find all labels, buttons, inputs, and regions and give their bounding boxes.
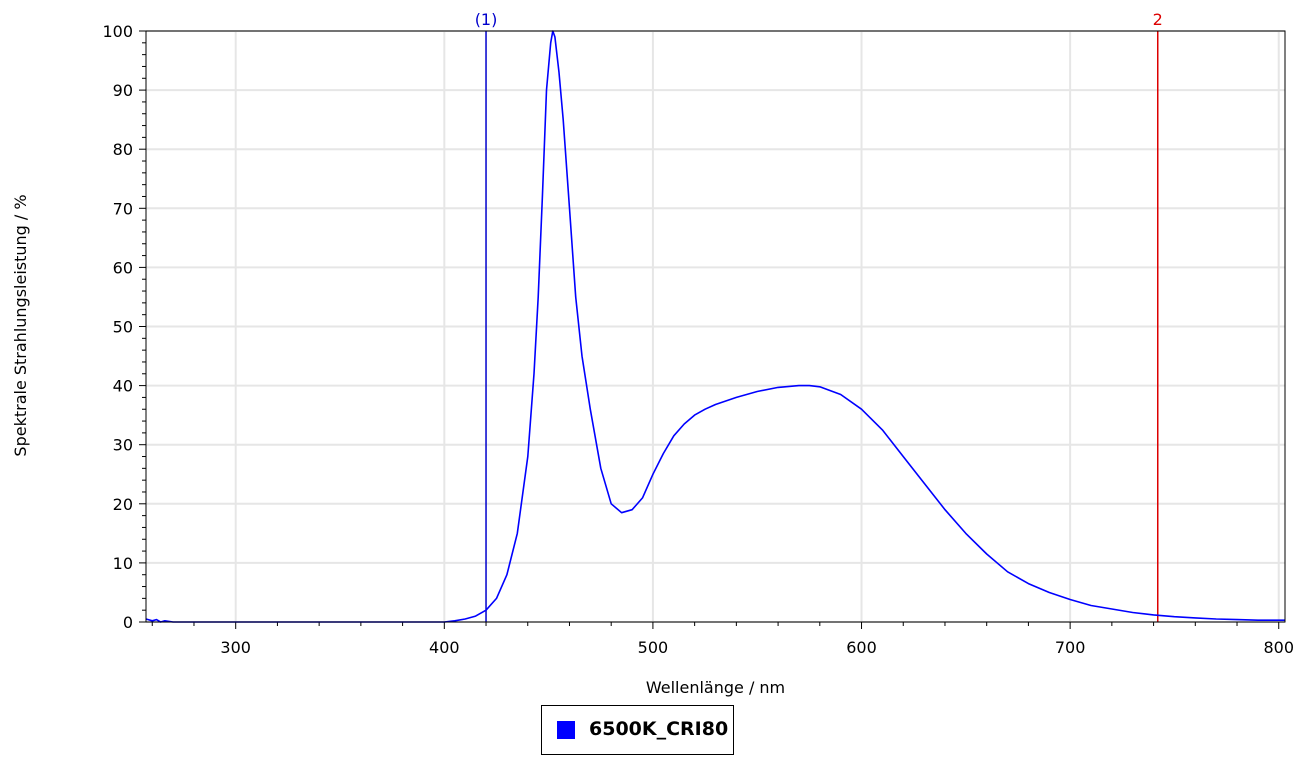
y-tick-label: 10: [113, 554, 133, 573]
series-layer: [145, 30, 1285, 623]
marker-label-2: 2: [1153, 10, 1163, 29]
grid-layer: [146, 30, 1285, 623]
y-axis-title: Spektrale Strahlungsleistung / %: [11, 194, 30, 456]
series-line-1: [145, 30, 1285, 623]
x-axis-title: Wellenlänge / nm: [646, 678, 785, 697]
plot-frame: [145, 30, 1286, 623]
y-tick-label: 90: [113, 81, 133, 100]
axis-layer: 300 400 500 600 700 800 0 10 20 30 40 50 60 70 80 90 100: [102, 22, 1294, 657]
legend-label: 6500K_CRI80: [589, 718, 729, 740]
y-tick-label: 50: [113, 318, 133, 337]
x-tick-label: 400: [429, 638, 460, 657]
legend: 6500K_CRI80: [541, 705, 734, 755]
y-tick-label: 100: [102, 22, 133, 41]
x-tick-label: 300: [220, 638, 251, 657]
x-tick-label: 500: [638, 638, 669, 657]
x-tick-label: 700: [1055, 638, 1086, 657]
y-tick-label: 40: [113, 377, 133, 396]
y-tick-label: 30: [113, 436, 133, 455]
y-tick-label: 70: [113, 199, 133, 218]
x-tick-label: 600: [846, 638, 877, 657]
marker-label-1: (1): [475, 10, 498, 29]
y-tick-label: 20: [113, 495, 133, 514]
y-tick-label: 80: [113, 140, 133, 159]
legend-swatch: [557, 721, 575, 739]
marker-layer: (1) 2: [475, 10, 1163, 622]
y-tick-label: 0: [123, 613, 133, 632]
y-tick-label: 60: [113, 258, 133, 277]
x-tick-label: 800: [1263, 638, 1294, 657]
